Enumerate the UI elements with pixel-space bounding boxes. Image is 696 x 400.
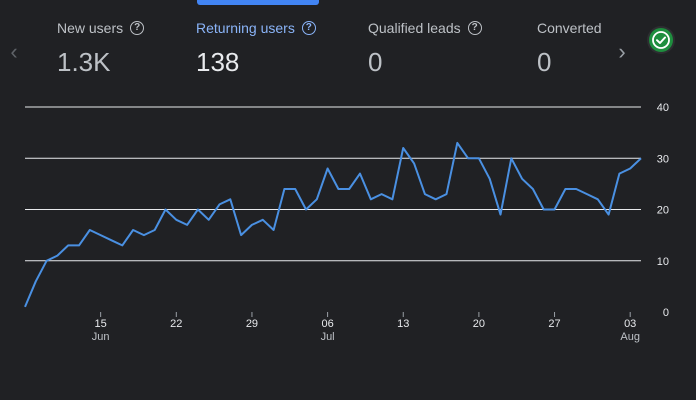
chevron-left-icon[interactable]: ‹ — [10, 39, 18, 64]
x-tick-label: 15 — [95, 318, 107, 330]
tab-new-users[interactable]: New users ? 1.3K — [57, 20, 145, 78]
help-circle-icon[interactable]: ? — [301, 21, 316, 35]
tab-qualified-leads[interactable]: Qualified leads ? 0 — [368, 20, 482, 78]
x-tick-label: 03 — [624, 318, 636, 330]
y-tick-label: 0 — [663, 307, 669, 319]
tab-label: Returning users — [196, 20, 295, 36]
tab-label: Qualified leads — [368, 20, 461, 36]
chevron-right-icon[interactable]: › — [618, 39, 626, 64]
y-tick-label: 20 — [657, 205, 669, 217]
tab-label: New users — [57, 20, 124, 36]
y-tick-label: 10 — [657, 256, 669, 268]
check-circle-icon — [649, 28, 673, 52]
y-tick-label: 30 — [657, 153, 669, 165]
tab-label: Converted — [537, 20, 602, 36]
x-month-label: Aug — [620, 331, 640, 343]
tab-converted[interactable]: Converted 0 — [537, 20, 602, 78]
x-tick-label: 22 — [170, 318, 182, 330]
tab-value: 1.3K — [57, 47, 111, 77]
x-tick-label: 20 — [473, 318, 485, 330]
x-tick-label: 29 — [246, 318, 258, 330]
x-month-label: Jul — [321, 331, 335, 343]
y-tick-label: 40 — [657, 102, 669, 114]
x-tick-label: 13 — [397, 318, 409, 330]
tab-value: 0 — [368, 47, 383, 77]
x-month-label: Jun — [92, 331, 110, 343]
active-tab-indicator — [197, 0, 319, 5]
tab-value: 0 — [537, 47, 552, 77]
help-circle-icon[interactable]: ? — [130, 21, 145, 35]
x-tick-label: 06 — [321, 318, 333, 330]
metric-tabs: New users ? 1.3K Returning users ? 138 Q… — [0, 0, 640, 90]
tab-returning-users[interactable]: Returning users ? 138 — [196, 20, 316, 78]
x-tick-label: 27 — [548, 318, 560, 330]
help-circle-icon[interactable]: ? — [467, 21, 482, 35]
series-line — [24, 141, 642, 308]
tab-value: 138 — [196, 47, 240, 77]
